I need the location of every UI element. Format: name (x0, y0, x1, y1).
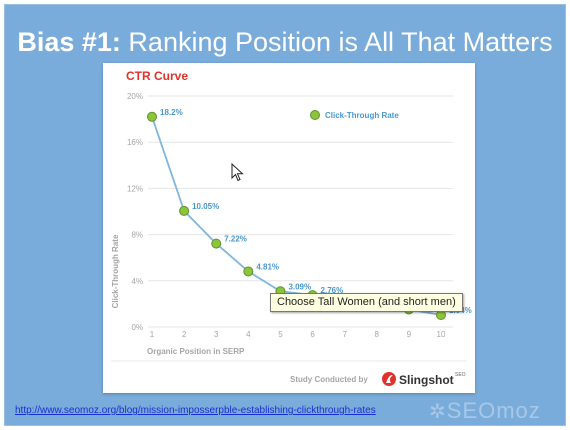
chart-title: CTR Curve (126, 69, 188, 83)
y-tick-label: 20% (127, 92, 143, 101)
x-tick-label: 4 (246, 330, 251, 339)
brand-name: Slingshot (399, 373, 454, 387)
x-tick-label: 8 (375, 330, 380, 339)
source-link[interactable]: http://www.seomoz.org/blog/mission-impos… (15, 405, 376, 416)
slingshot-swoosh-icon (386, 374, 393, 383)
data-label: 3.09% (288, 282, 311, 291)
data-point (243, 266, 254, 277)
y-tick-label: 0% (131, 323, 143, 332)
data-label: 18.2% (160, 108, 183, 117)
ctr-chart: CTR Curve 0% 4% 8% 12% 16% 20% 1 2 3 4 5 6 7 8 9 10 Organ… (111, 69, 472, 387)
data-label: 4.81% (256, 262, 279, 271)
slide-title-bold: Bias #1: (17, 27, 121, 57)
tooltip: Choose Tall Women (and short men) (270, 293, 463, 312)
data-point (211, 238, 222, 249)
x-tick-label: 1 (150, 330, 155, 339)
data-label: 10.05% (192, 202, 219, 211)
x-tick-label: 10 (437, 330, 446, 339)
slide-title-text: Ranking Position is All That Matters (120, 27, 553, 57)
ctr-chart-panel: CTR Curve 0% 4% 8% 12% 16% 20% 1 2 3 4 5 6 7 8 9 10 Organ… (103, 63, 475, 393)
seomoz-logo-text: SEOmoz (446, 398, 541, 423)
mouse-cursor-icon (231, 163, 244, 182)
seomoz-logo: ✲SEOmoz (429, 398, 567, 426)
slide-title: Bias #1: Ranking Position is All That Ma… (5, 27, 565, 58)
x-tick-label: 5 (278, 330, 283, 339)
x-tick-label: 6 (310, 330, 315, 339)
data-point (179, 205, 190, 216)
x-tick-label: 7 (342, 330, 347, 339)
legend-label: Click-Through Rate (325, 111, 399, 120)
y-tick-label: 4% (131, 277, 143, 286)
x-tick-label: 2 (182, 330, 187, 339)
x-tick-label: 3 (214, 330, 219, 339)
y-tick-label: 16% (127, 138, 143, 147)
y-axis-label: Click-Through Rate (111, 234, 120, 308)
brand-suffix: SEO (455, 372, 466, 378)
x-axis-label: Organic Position in SERP (147, 347, 245, 356)
y-tick-label: 8% (131, 231, 143, 240)
data-point (147, 111, 157, 122)
y-tick-label: 12% (127, 184, 143, 193)
x-tick-label: 9 (407, 330, 412, 339)
data-label: 2.76% (321, 286, 344, 295)
data-label: 7.22% (224, 235, 247, 244)
footer-text: Study Conducted by (290, 375, 368, 384)
seomoz-star-icon: ✲ (429, 401, 447, 423)
legend-marker (310, 110, 320, 120)
slide: Bias #1: Ranking Position is All That Ma… (4, 4, 566, 426)
